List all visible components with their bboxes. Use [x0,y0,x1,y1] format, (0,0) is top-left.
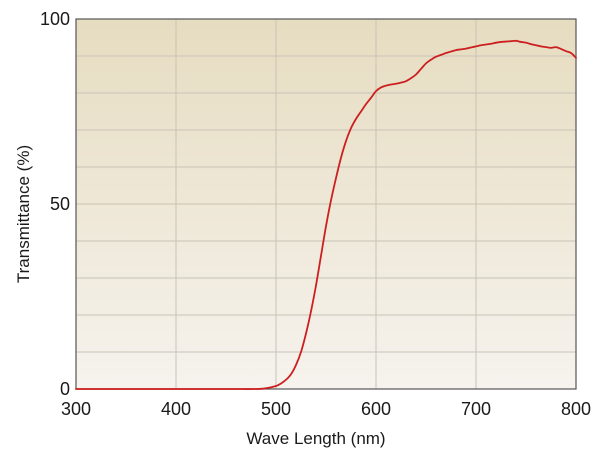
x-tick-label: 400 [161,399,191,419]
x-tick-label: 500 [261,399,291,419]
plot-frame [75,18,577,390]
x-axis-ticks: 300 400 500 600 700 800 [61,399,591,419]
series-line-transmittance [75,39,577,390]
x-tick-label: 700 [461,399,491,419]
grid-lines [76,19,576,389]
y-tick-label: 0 [60,379,70,399]
x-tick-label: 800 [561,399,591,419]
y-axis-ticks: 0 50 100 [40,9,70,399]
y-tick-label: 50 [50,194,70,214]
y-tick-label: 100 [40,9,70,29]
x-tick-label: 600 [361,399,391,419]
x-tick-label: 300 [61,399,91,419]
x-axis-title: Wave Length (nm) [246,429,385,448]
y-axis-title: Transmittance (%) [14,145,33,283]
